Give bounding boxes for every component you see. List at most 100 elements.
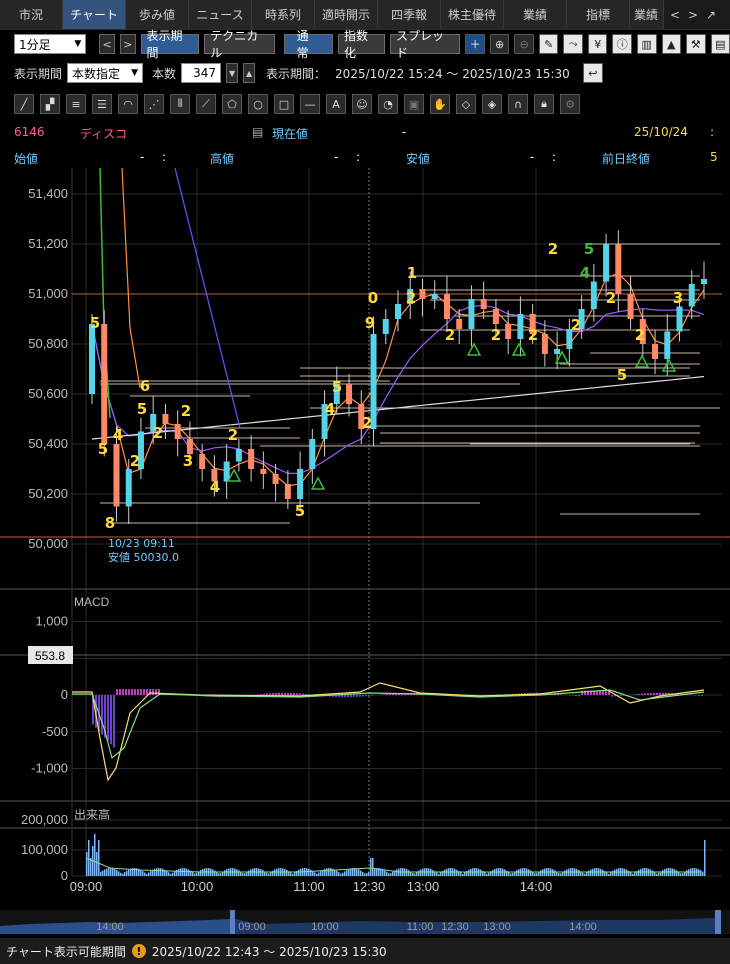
- tab-2[interactable]: 歩み値: [126, 0, 189, 29]
- tab-6[interactable]: 四季報: [378, 0, 441, 29]
- volume-bar: [218, 873, 220, 876]
- signal-line: [72, 689, 705, 760]
- chevron-left-icon[interactable]: <: [669, 7, 681, 22]
- macd-histogram-bar: [92, 695, 94, 725]
- mode-normal-button[interactable]: 通常: [283, 29, 333, 60]
- zoom-in-icon[interactable]: ⊕: [489, 34, 510, 54]
- wrench-icon[interactable]: ⚒: [686, 34, 706, 54]
- arc-tool-icon[interactable]: ◠: [118, 94, 138, 114]
- volume-bar: [244, 873, 246, 876]
- mode-spread-button[interactable]: スプレッド: [390, 29, 461, 60]
- tab-0[interactable]: 市況: [0, 0, 63, 29]
- candle: [358, 390, 365, 444]
- tab-8[interactable]: 業績: [504, 0, 567, 29]
- info-icon[interactable]: ⓘ: [612, 34, 632, 54]
- candle: [297, 451, 304, 512]
- vlines-tool-icon[interactable]: ⫴: [170, 94, 190, 114]
- ma-blue-spike: [174, 168, 241, 429]
- volume-bar: [326, 868, 328, 876]
- macd-histogram-bar: [587, 690, 589, 695]
- candle: [333, 366, 340, 414]
- popout-icon[interactable]: ↗: [705, 7, 717, 22]
- hand-tool-icon[interactable]: ✋: [430, 94, 450, 114]
- crosshair-icon[interactable]: ＋: [465, 34, 485, 54]
- volume-bar: [294, 872, 296, 876]
- yen-icon[interactable]: ¥: [587, 34, 608, 54]
- period-button[interactable]: 表示期間: [140, 29, 200, 60]
- trend-icon[interactable]: ⤳: [563, 34, 583, 54]
- pencil-icon[interactable]: ✎: [538, 34, 559, 54]
- rectangle-tool-icon[interactable]: □: [274, 94, 294, 114]
- technical-button[interactable]: テクニカル: [204, 29, 275, 60]
- fan-tool-icon[interactable]: ⋰: [144, 94, 164, 114]
- my-candle-icon[interactable]: ▥: [637, 34, 657, 54]
- erase-all-tool-icon[interactable]: ◈: [482, 94, 502, 114]
- refresh-icon[interactable]: ↩: [582, 63, 603, 83]
- macd-histogram-bar: [578, 695, 580, 697]
- tab-10[interactable]: 業績: [630, 0, 664, 29]
- mode-index-button[interactable]: 指数化: [337, 29, 385, 60]
- lock-tool-icon[interactable]: 🔒︎: [534, 94, 554, 114]
- hlines-tool-icon[interactable]: ≡: [66, 94, 86, 114]
- count-marker-label: 4: [325, 400, 335, 418]
- hline-tool-icon[interactable]: —: [300, 94, 320, 114]
- settings-tool-icon[interactable]: ⚙: [560, 94, 580, 114]
- volume-bar: [316, 873, 318, 876]
- magnet-tool-icon[interactable]: ∩: [508, 94, 528, 114]
- candle-body: [297, 469, 304, 499]
- prev-button[interactable]: <: [99, 34, 115, 54]
- volume-bar: [260, 869, 262, 876]
- circle-tool-icon[interactable]: ○: [248, 94, 268, 114]
- volume-bar: [582, 872, 584, 876]
- tab-1[interactable]: チャート: [63, 0, 126, 29]
- chevron-down-icon[interactable]: ▼: [226, 63, 239, 83]
- copy-tool-icon[interactable]: ▣: [404, 94, 424, 114]
- tab-7[interactable]: 株主優待: [441, 0, 504, 29]
- volume-bar: [156, 868, 158, 876]
- smile-icon-tool-icon[interactable]: ☺: [352, 94, 372, 114]
- count-marker-label: 2: [445, 326, 455, 344]
- volume-bar: [164, 869, 166, 876]
- tab-5[interactable]: 適時開示: [315, 0, 378, 29]
- volume-bar: [678, 871, 680, 876]
- pentagon-tool-icon[interactable]: ⬠: [222, 94, 242, 114]
- range-mode-select[interactable]: 本数指定 ▼: [67, 63, 144, 83]
- volume-bar: [460, 872, 462, 876]
- macd-histogram-bar: [116, 689, 118, 695]
- chevron-right-icon[interactable]: >: [687, 7, 699, 22]
- volume-bar: [354, 868, 356, 876]
- next-button[interactable]: >: [119, 34, 136, 54]
- volume-bar: [538, 871, 540, 876]
- tab-3[interactable]: ニュース: [189, 0, 252, 29]
- candle-body: [113, 444, 120, 507]
- volume-bar: [464, 872, 466, 876]
- volume-bar: [336, 870, 338, 876]
- quote-date: 25/10/24: [634, 125, 688, 139]
- print-icon[interactable]: ▤: [710, 34, 730, 54]
- volume-bar: [684, 871, 686, 876]
- text-tool-icon[interactable]: A: [326, 94, 346, 114]
- eraser-tool-icon[interactable]: ◇: [456, 94, 476, 114]
- macd-histogram-bar: [590, 690, 592, 695]
- navigator-left-handle[interactable]: [230, 910, 235, 934]
- interval-select[interactable]: 1分足 ▼: [14, 34, 87, 54]
- ruler-tool-icon[interactable]: ▞: [40, 94, 60, 114]
- volume-bar: [674, 869, 676, 876]
- macd-histogram-bar: [344, 695, 346, 698]
- channel-tool-icon[interactable]: ☰: [92, 94, 112, 114]
- tab-9[interactable]: 指標: [567, 0, 630, 29]
- navigator-right-handle[interactable]: [715, 910, 721, 934]
- volume-bar: [98, 840, 100, 876]
- count-marker-label: 2: [406, 289, 416, 307]
- zoom-out-icon[interactable]: ⊖: [514, 34, 534, 54]
- volume-bar: [188, 869, 190, 876]
- chevron-up-icon[interactable]: ▲: [243, 63, 256, 83]
- area-chart-icon[interactable]: ▲: [661, 34, 682, 54]
- tab-4[interactable]: 時系列: [252, 0, 315, 29]
- gann-tool-icon[interactable]: ⟋: [196, 94, 216, 114]
- count-input[interactable]: 347: [181, 63, 222, 83]
- stamp-tool-icon[interactable]: ◔: [378, 94, 398, 114]
- line-tool-icon[interactable]: ╱: [14, 94, 34, 114]
- range-navigator[interactable]: 14:00 09:00 10:00 11:00 12:30 13:00 14:00: [0, 910, 730, 934]
